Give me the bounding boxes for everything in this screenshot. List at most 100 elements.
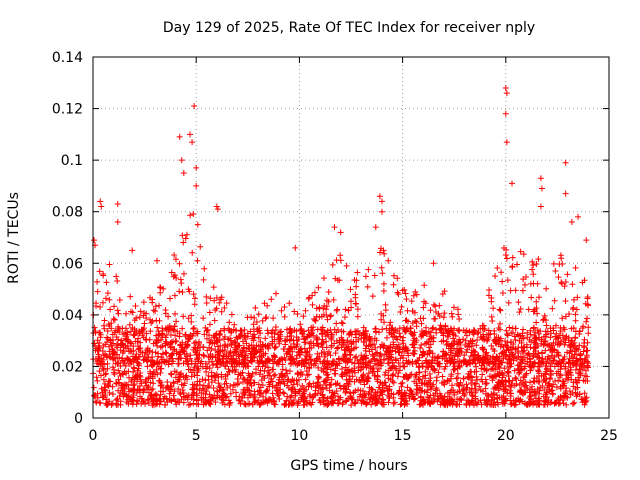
data-point-marker <box>97 198 104 205</box>
data-point-marker <box>517 306 524 313</box>
data-point-marker <box>505 356 512 363</box>
data-point-marker <box>584 294 591 301</box>
data-point-marker <box>416 376 423 383</box>
data-point-marker <box>533 305 540 312</box>
data-point-marker <box>265 345 272 352</box>
data-point-marker <box>571 399 578 406</box>
data-point-marker <box>561 283 568 290</box>
data-point-marker <box>386 393 393 400</box>
data-point-marker <box>564 394 571 401</box>
data-point-marker <box>130 386 137 393</box>
data-point-marker <box>529 383 536 390</box>
data-point-marker <box>166 323 173 330</box>
data-point-marker <box>377 362 384 369</box>
data-point-marker <box>512 336 519 343</box>
data-point-marker <box>429 325 436 332</box>
data-point-marker <box>440 330 447 337</box>
data-point-marker <box>202 377 209 384</box>
data-point-marker <box>382 307 389 314</box>
data-point-marker <box>456 396 463 403</box>
data-point-marker <box>149 373 156 380</box>
data-point-marker <box>201 265 208 272</box>
data-point-marker <box>191 389 198 396</box>
data-point-marker <box>560 378 567 385</box>
data-point-marker <box>347 390 354 397</box>
data-point-marker <box>276 374 283 381</box>
data-point-marker <box>208 369 215 376</box>
data-point-marker <box>294 361 301 368</box>
data-point-marker <box>101 386 108 393</box>
data-point-marker <box>343 398 350 405</box>
data-point-marker <box>506 324 513 331</box>
data-point-marker <box>147 379 154 386</box>
data-point-marker <box>185 286 192 293</box>
data-point-marker <box>549 387 556 394</box>
data-point-marker <box>385 372 392 379</box>
data-point-marker <box>503 327 510 334</box>
data-point-marker <box>98 385 105 392</box>
data-point-marker <box>216 383 223 390</box>
data-point-marker <box>415 364 422 371</box>
data-point-marker <box>381 371 388 378</box>
data-point-marker <box>146 336 153 343</box>
data-point-marker <box>480 322 487 329</box>
data-point-marker <box>579 359 586 366</box>
data-point-marker <box>170 338 177 345</box>
data-point-marker <box>565 334 572 341</box>
data-point-marker <box>159 325 166 332</box>
data-point-marker <box>418 320 425 327</box>
data-point-marker <box>266 396 273 403</box>
data-point-marker <box>115 336 122 343</box>
data-point-marker <box>303 367 310 374</box>
data-point-marker <box>378 316 385 323</box>
data-point-marker <box>299 330 306 337</box>
data-point-marker <box>521 374 528 381</box>
data-point-marker <box>333 320 340 327</box>
data-point-marker <box>171 252 178 259</box>
data-point-marker <box>221 335 228 342</box>
data-point-marker <box>507 287 514 294</box>
data-point-marker <box>264 330 271 337</box>
data-point-marker <box>517 387 524 394</box>
data-point-marker <box>507 382 514 389</box>
data-point-marker <box>495 334 502 341</box>
data-point-marker <box>502 110 509 117</box>
data-point-marker <box>555 274 562 281</box>
data-point-marker <box>246 400 253 407</box>
data-point-marker <box>190 211 197 218</box>
data-point-marker <box>496 337 503 344</box>
data-point-marker <box>196 381 203 388</box>
data-point-marker <box>190 325 197 332</box>
data-point-marker <box>248 314 255 321</box>
data-point-marker <box>351 354 358 361</box>
data-point-marker <box>468 343 475 350</box>
data-point-marker <box>328 381 335 388</box>
data-point-marker <box>360 324 367 331</box>
data-point-marker <box>514 331 521 338</box>
data-point-marker <box>212 399 219 406</box>
data-point-marker <box>319 344 326 351</box>
data-point-marker <box>133 351 140 358</box>
data-point-marker <box>555 349 562 356</box>
data-point-marker <box>104 365 111 372</box>
data-point-marker <box>338 371 345 378</box>
data-point-marker <box>423 381 430 388</box>
data-point-marker <box>324 360 331 367</box>
data-point-marker <box>549 305 556 312</box>
data-point-marker <box>403 327 410 334</box>
data-point-marker <box>114 341 121 348</box>
data-point-marker <box>560 324 567 331</box>
data-point-marker <box>489 394 496 401</box>
data-point-marker <box>337 229 344 236</box>
data-point-marker <box>519 287 526 294</box>
data-point-marker <box>314 335 321 342</box>
data-point-marker <box>505 373 512 380</box>
data-point-marker <box>94 278 101 285</box>
data-point-marker <box>515 366 522 373</box>
data-point-marker <box>356 377 363 384</box>
data-point-marker <box>435 396 442 403</box>
data-point-marker <box>556 261 563 268</box>
data-point-marker <box>450 304 457 311</box>
data-point-marker <box>200 344 207 351</box>
data-point-marker <box>225 397 232 404</box>
